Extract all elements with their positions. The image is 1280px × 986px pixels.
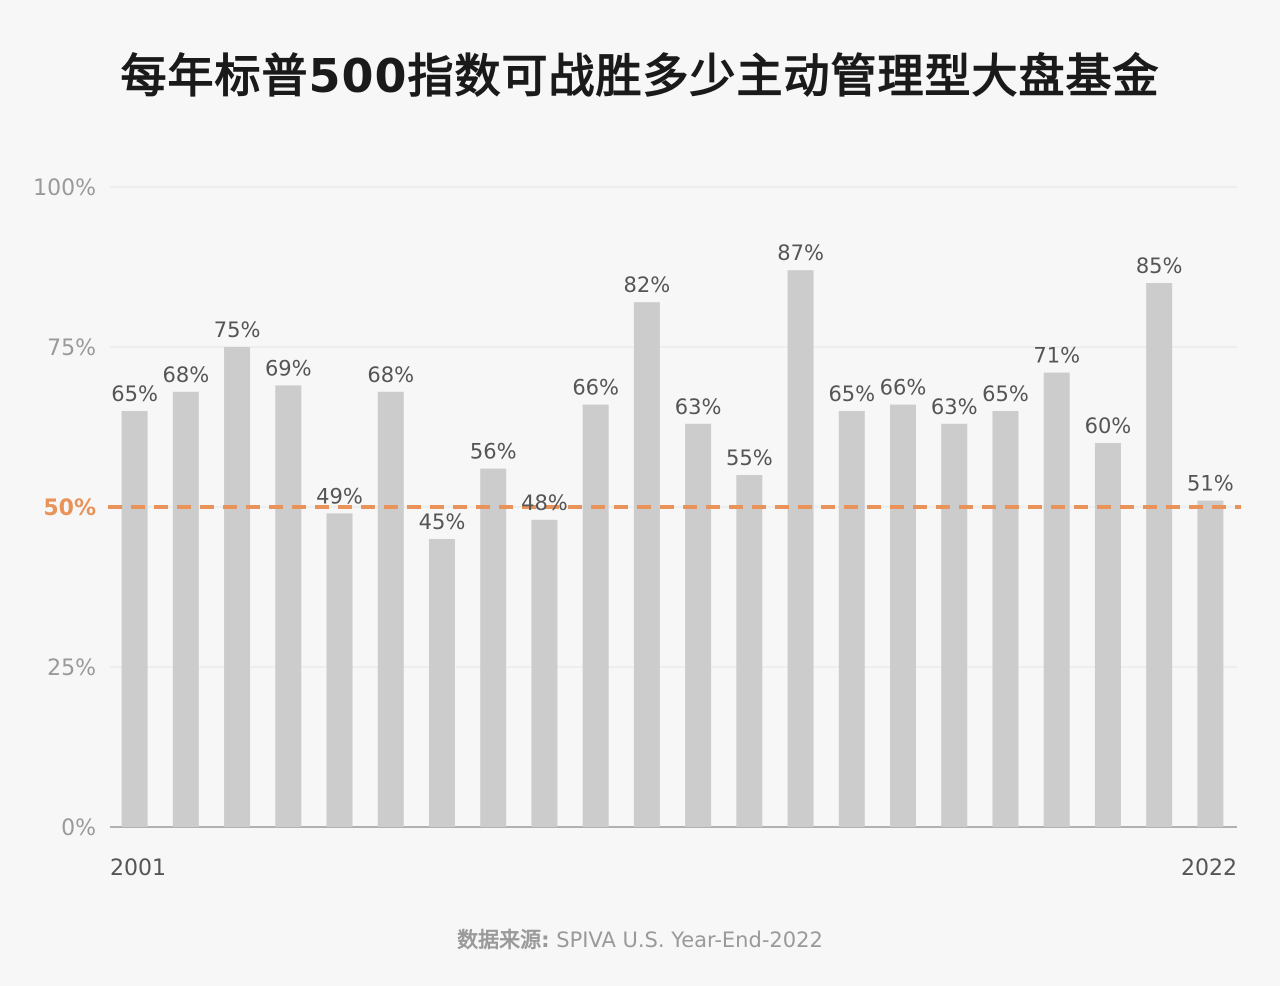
data-label-2016: 66%	[880, 376, 927, 400]
source-label: 数据来源:	[457, 928, 549, 952]
bar-2017	[941, 424, 967, 827]
bar-2020	[1095, 443, 1121, 827]
bar-2019	[1044, 373, 1070, 827]
bar-2016	[890, 405, 916, 827]
bar-2009	[531, 520, 557, 827]
x-axis-tick-labels: 2001 2022	[110, 856, 1237, 881]
data-label-2012: 63%	[675, 395, 722, 419]
y-tick-label: 50%	[43, 496, 96, 521]
data-label-2004: 69%	[265, 356, 312, 380]
data-label-2015: 65%	[828, 382, 875, 406]
x-tick-label-first: 2001	[110, 856, 166, 881]
data-label-2019: 71%	[1033, 344, 1080, 368]
bar-2018	[992, 411, 1018, 827]
y-tick-label: 0%	[61, 816, 96, 841]
data-label-2021: 85%	[1136, 254, 1183, 278]
y-axis-tick-labels: 0% 25% 50% 75% 100%	[33, 176, 96, 841]
data-label-2018: 65%	[982, 382, 1029, 406]
data-label-2007: 45%	[419, 510, 466, 534]
bar-2015	[839, 411, 865, 827]
bar-2010	[583, 405, 609, 827]
source-text: SPIVA U.S. Year-End-2022	[550, 928, 823, 952]
data-label-2005: 49%	[316, 484, 363, 508]
bar-2003	[224, 347, 250, 827]
bar-2021	[1146, 283, 1172, 827]
data-label-2010: 66%	[572, 376, 619, 400]
bar-2001	[122, 411, 148, 827]
bar-2006	[378, 392, 404, 827]
y-tick-label: 25%	[47, 656, 96, 681]
data-label-2003: 75%	[214, 318, 261, 342]
data-label-2020: 60%	[1085, 414, 1132, 438]
bar-2013	[736, 475, 762, 827]
bar-2012	[685, 424, 711, 827]
data-label-2017: 63%	[931, 395, 978, 419]
data-label-2006: 68%	[367, 363, 414, 387]
y-tick-label: 100%	[33, 176, 96, 201]
data-label-2013: 55%	[726, 446, 773, 470]
source-note: 数据来源: SPIVA U.S. Year-End-2022	[0, 924, 1280, 954]
bar-2008	[480, 469, 506, 827]
y-tick-label: 75%	[47, 336, 96, 361]
data-label-2002: 68%	[162, 363, 209, 387]
bar-2007	[429, 539, 455, 827]
data-label-2001: 65%	[111, 382, 158, 406]
bar-2005	[327, 513, 353, 827]
bar-2022	[1197, 501, 1223, 827]
x-tick-label-last: 2022	[1181, 856, 1237, 881]
data-label-2022: 51%	[1187, 472, 1234, 496]
data-label-2008: 56%	[470, 440, 517, 464]
bar-2011	[634, 302, 660, 827]
bar-2014	[788, 270, 814, 827]
data-label-2014: 87%	[777, 241, 824, 265]
bar-2004	[275, 385, 301, 827]
data-label-2009: 48%	[521, 491, 568, 515]
data-label-2011: 82%	[624, 273, 671, 297]
bar-2002	[173, 392, 199, 827]
